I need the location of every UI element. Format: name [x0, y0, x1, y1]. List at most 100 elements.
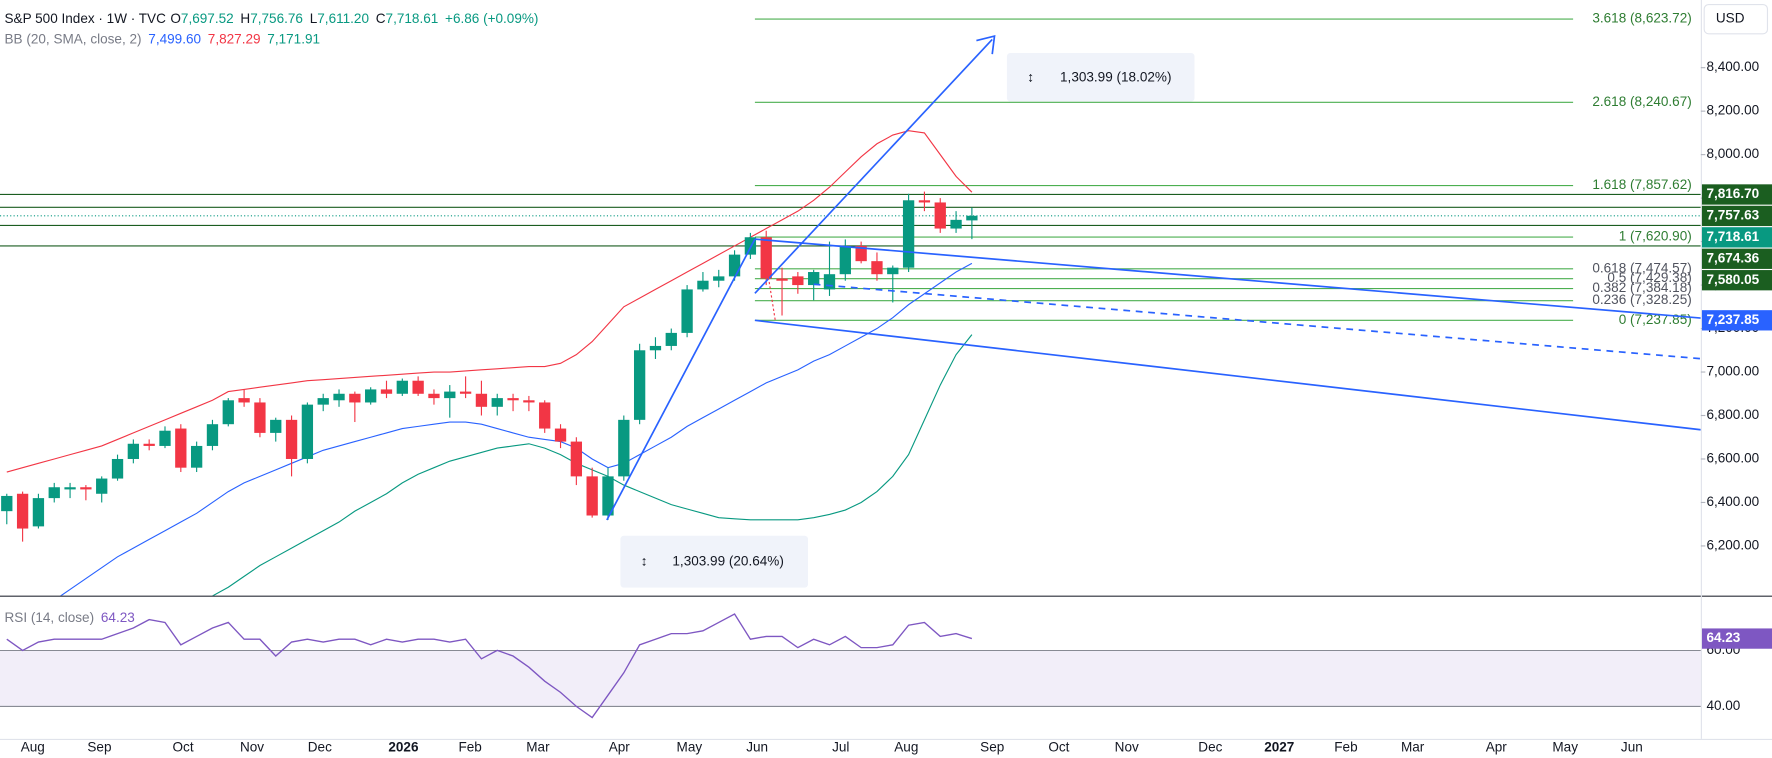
measure-box: [620, 535, 809, 588]
rsi-legend-value: 64.23: [101, 610, 135, 625]
rsi-line: [6, 613, 973, 719]
candle-body: [665, 332, 677, 346]
candle-body: [365, 389, 377, 403]
candle-body: [111, 458, 124, 479]
candle-body: [428, 393, 440, 399]
candle-body: [317, 398, 329, 405]
channel-lower: [754, 319, 1701, 431]
price-tag: [1701, 184, 1772, 205]
candle-body: [586, 476, 598, 516]
currency-button[interactable]: [1703, 3, 1769, 35]
price-tag-label: 7,816.70: [1706, 186, 1759, 201]
candle-body: [855, 245, 867, 262]
measure-icon: ↕: [1027, 69, 1034, 84]
band-upper: [6, 130, 973, 473]
price-tag: [1701, 310, 1772, 331]
candle-body: [554, 428, 567, 442]
symbol-title: S&P 500 Index · 1W · TVC: [5, 11, 167, 26]
drawings: ↕ 1,303.99 (18.02%) ↕ 1,303.99 (20.64%): [606, 34, 1701, 588]
candle-body: [444, 391, 456, 399]
bb-value: 7,827.29: [208, 31, 261, 46]
rsi-tag-label: 64.23: [1706, 630, 1740, 645]
candle-body: [570, 441, 583, 477]
y-tick-label: 8,400.00: [1706, 59, 1759, 74]
candle-body: [475, 393, 488, 407]
candle-body: [16, 493, 29, 529]
candle-body: [396, 380, 408, 394]
x-tick-label: Nov: [240, 739, 264, 754]
candle-body: [950, 219, 962, 229]
channel-upper: [754, 238, 1701, 319]
price-tag: [1701, 205, 1772, 227]
y-tick-label: 6,600.00: [1706, 451, 1759, 466]
x-tick-label: May: [1552, 739, 1578, 754]
measure-icon: ↕: [641, 553, 648, 568]
candle-body: [32, 498, 45, 527]
ohlc-key: H: [240, 11, 250, 26]
candle-body: [507, 398, 519, 401]
bb-value: 7,499.60: [148, 31, 201, 46]
fib-label: 3.618 (8,623.72): [1592, 11, 1691, 26]
bb-line: BB (20, SMA, close, 2) 7,499.60 7,827.29 7,…: [5, 31, 321, 46]
candle-body: [728, 254, 741, 277]
candle-body: [602, 476, 614, 516]
ohlc-value: 7,611.20: [317, 11, 369, 26]
candle-body: [649, 345, 662, 351]
fib-label: 2.618 (8,240.67): [1592, 94, 1691, 109]
ohlc-value: 7,756.76: [250, 11, 303, 26]
price-pane: 3.618 (8,623.72) 2.618 (8,240.67) 1.618 (7…: [0, 11, 1701, 596]
x-tick-label: Mar: [526, 739, 550, 754]
guide: [767, 277, 776, 321]
bb-value: 7,171.91: [267, 31, 320, 46]
arrow-head: [976, 34, 996, 55]
header-line: S&P 500 Index · 1W · TVC O7,697.52 H7,756.…: [5, 11, 539, 26]
candle-body: [918, 200, 931, 203]
price-tag-label: 7,757.63: [1706, 207, 1759, 222]
price-tag: [1701, 248, 1772, 269]
measure-box: [1006, 53, 1195, 102]
x-tick-label: Dec: [1198, 739, 1222, 754]
x-tick-label: Mar: [1401, 739, 1425, 754]
candle-body: [823, 274, 836, 290]
price-tag-label: 7,580.05: [1706, 272, 1759, 287]
y-tick-label: 8,000.00: [1706, 146, 1759, 161]
candle-body: [681, 289, 693, 333]
ohlc-key: O: [170, 11, 181, 26]
x-tick-label: Feb: [1334, 739, 1357, 754]
trend-line: [606, 238, 756, 521]
candle-body: [633, 350, 646, 420]
candle-body: [80, 487, 92, 490]
x-tick-label: Apr: [1486, 739, 1508, 754]
candle-body: [1, 495, 13, 512]
candle-body: [254, 402, 266, 433]
legend: RSI (14, close) 64.23 S&P 500 Index · 1W ·…: [5, 11, 539, 625]
candle-body: [48, 487, 60, 499]
x-tick-label: Aug: [894, 739, 918, 754]
candle-body: [902, 200, 915, 268]
price-tag-label: 7,674.36: [1706, 250, 1759, 265]
x-tick-label: Oct: [1048, 739, 1069, 754]
rsi-band: [0, 650, 1701, 707]
candle-body: [697, 280, 709, 290]
measure-label: 1,303.99 (18.02%): [1060, 69, 1171, 84]
price-tags: 7,816.70 7,757.63 7,718.61 7,674.36 7,580.05…: [1701, 184, 1772, 331]
candle-body: [412, 380, 424, 394]
candle-body: [64, 487, 76, 490]
fib-label: 0.618 (7,474.57): [1592, 260, 1691, 275]
candle-body: [349, 393, 361, 403]
price-tag-label: 7,237.85: [1706, 312, 1759, 327]
change: +6.86 (+0.09%): [445, 11, 538, 26]
currency-label[interactable]: USD: [1716, 11, 1745, 26]
price-tag: [1701, 270, 1772, 291]
candle-body: [887, 267, 899, 275]
candle-body: [301, 404, 314, 459]
candle-body: [459, 391, 472, 394]
candle-body: [760, 237, 772, 279]
trend-arrow: [754, 38, 993, 294]
candle-body: [143, 443, 155, 446]
x-tick-label: Feb: [458, 739, 481, 754]
x-tick-label: Jun: [1621, 739, 1643, 754]
candle-body: [934, 202, 946, 229]
